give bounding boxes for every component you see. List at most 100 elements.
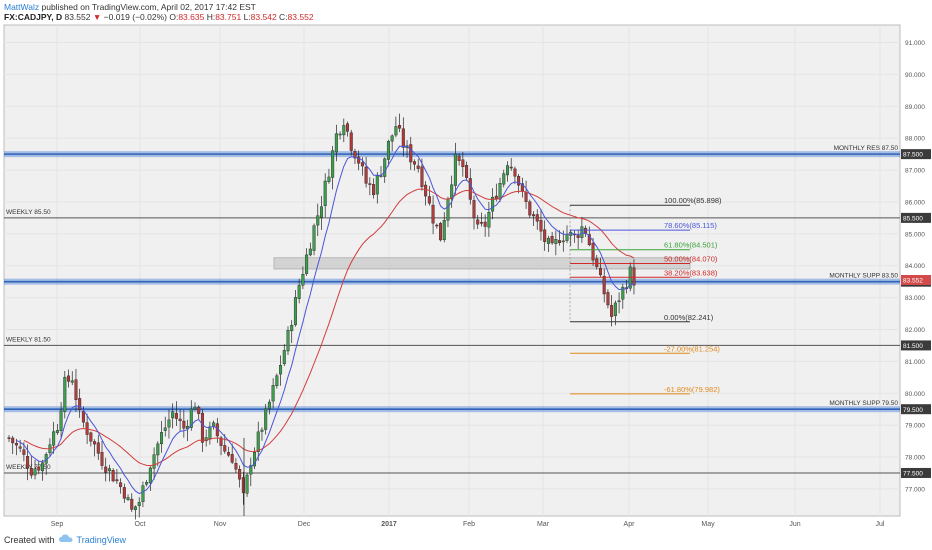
candle [197,406,201,414]
candle [613,302,617,317]
candle [606,292,610,306]
price-tag: 81.500 [903,343,923,350]
candle [59,410,63,431]
candle [346,123,350,132]
candle [282,350,286,365]
candle [37,466,41,471]
price-tag: 87.500 [903,152,923,159]
candle [104,466,108,473]
price-tag: 85.500 [903,215,923,222]
close-value: 83.552 [287,12,314,22]
candle [412,161,416,165]
candle [398,125,402,129]
symbol-info: FX:CADJPY, D 83.552 ▼ −0.019 (−0.02%) O:… [4,12,314,22]
low-label: L: [243,12,251,22]
candle [293,297,297,326]
fib-level-label: 38.20%(83.638) [664,268,718,277]
candle [394,126,398,136]
candle [152,454,156,469]
candle [327,176,331,182]
moving-average-fast [16,145,635,495]
fib-level-label: 61.80%(84.501) [664,241,718,250]
candle [461,159,465,168]
created-with-text: Created with [4,534,55,545]
candle [241,477,245,494]
candle [96,442,100,454]
y-tick-label: 79.000 [905,423,925,430]
candle [483,221,487,227]
candle [223,445,227,452]
candle [174,413,178,419]
candle [89,432,93,442]
candle [465,165,469,178]
candle [249,465,253,475]
x-tick-label: Dec [298,521,311,528]
candle [427,196,431,204]
candle [424,184,428,197]
candle [546,237,550,244]
candle [476,219,480,225]
candle [368,183,372,185]
candle [468,178,472,200]
candle [122,487,126,499]
y-tick-label: 83.000 [905,295,925,302]
x-tick-label: Nov [214,521,227,528]
fib-level-label: -61.80%(79.982) [664,385,720,394]
candle [267,401,271,409]
candle [264,408,268,430]
candle [349,132,353,151]
candle [301,273,305,286]
candle [453,153,457,186]
candle [200,412,204,443]
candle [245,474,249,494]
candle [305,254,309,274]
candle [145,482,149,485]
candle [386,141,390,160]
plot-area [3,24,901,517]
candle [271,385,275,402]
candle [565,234,569,241]
price-chart[interactable]: 77.000 78.000 79.000 80.000 81.000 82.000 83.0… [0,0,932,532]
level-label: WEEKLY 85.50 [6,209,51,216]
candle [111,470,115,482]
tradingview-brand[interactable]: TradingView [76,534,127,545]
candle [182,420,186,429]
candle [539,220,543,232]
fib-level-label: 0.00%(82.241) [664,313,714,322]
level-label: WEEKLY 81.50 [6,336,51,343]
footer: Created with TradingView [4,534,126,545]
high-label: H: [206,12,216,22]
candle [256,431,260,453]
price-tag-bg [901,149,931,160]
candle [14,443,18,446]
x-tick-label: Jul [876,521,885,528]
candle [189,408,193,428]
candle [450,184,454,200]
y-tick-label: 84.000 [905,263,925,270]
candle [543,229,547,242]
candle [115,479,119,482]
last-price-tag: 83.552 [903,278,923,285]
level-label: MONTHLY SUPP 79.50 [829,400,898,407]
fib-level-label: -27.00%(81.254) [664,344,720,353]
candle [219,437,223,446]
y-tick-label: 85.000 [905,231,925,238]
candle [375,175,379,195]
candle [29,468,33,476]
candle [372,184,376,196]
candle [63,376,67,412]
price-tag: 79.500 [903,407,923,414]
fib-level-label: 78.60%(85.115) [664,221,717,230]
tradingview-logo-icon [58,534,73,545]
author-link[interactable]: MattWalz [4,2,40,12]
candle [580,226,584,238]
candle [587,234,591,246]
candle [457,155,461,161]
y-tick-label: 77.000 [905,486,925,493]
candle [595,258,599,267]
y-tick-label: 82.000 [905,327,925,334]
candle [171,411,175,419]
level-label: MONTHLY SUPP 83.50 [829,273,898,280]
candle [279,365,283,375]
candle [420,166,424,187]
